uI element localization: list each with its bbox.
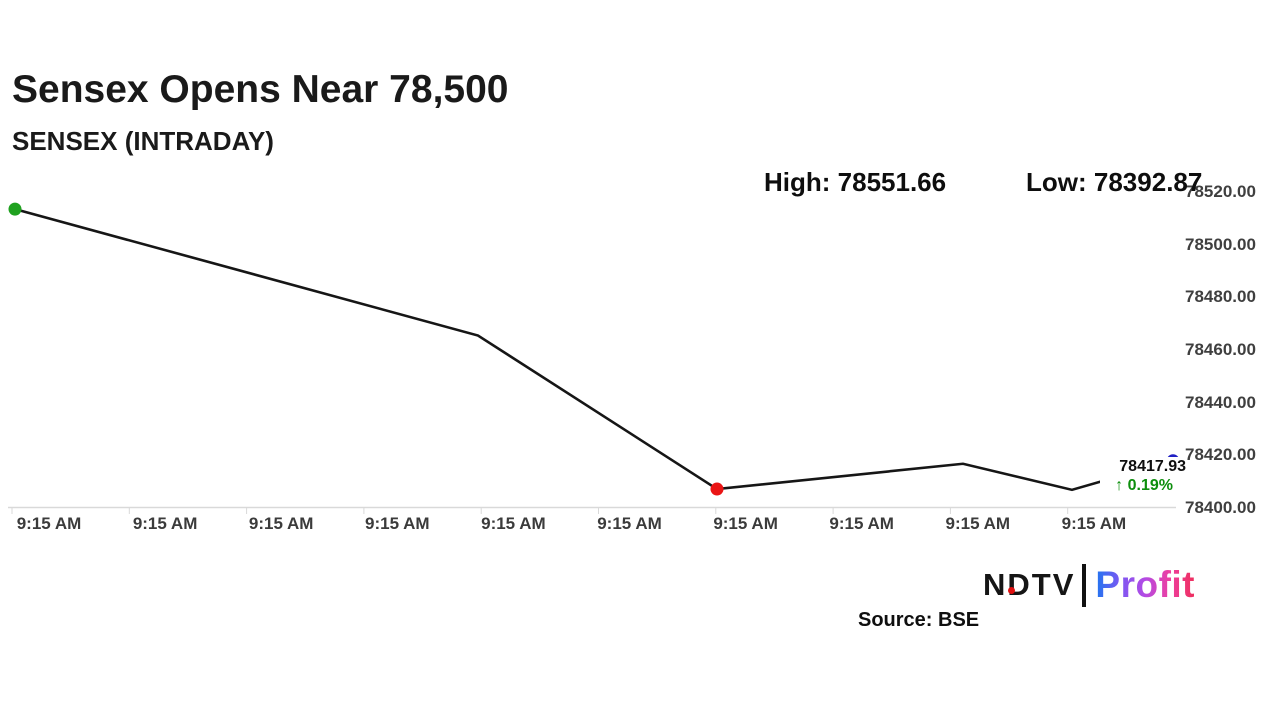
x-axis-tick-label: 9:15 AM [1061, 514, 1127, 533]
y-axis-tick-label: 78460.00 [1185, 340, 1256, 359]
y-axis-tick-label: 78400.00 [1185, 498, 1256, 517]
x-axis-tick-label: 9:15 AM [16, 514, 82, 533]
price-line [14, 207, 1174, 492]
profit-logo-text: Profit [1095, 564, 1195, 605]
page-title: Sensex Opens Near 78,500 [12, 68, 509, 111]
y-axis-tick-label: 78500.00 [1185, 234, 1256, 254]
open-marker [8, 202, 22, 216]
change-percent: ↑ 0.19% [1100, 476, 1186, 495]
x-axis-tick-label: 9:15 AM [829, 514, 894, 533]
y-axis-tick-label: 78480.00 [1185, 287, 1256, 307]
x-axis-tick-label: 9:15 AM [945, 514, 1011, 533]
change-value: 0.19% [1127, 477, 1173, 494]
x-axis-tick-label: 9:15 AM [597, 514, 662, 533]
y-axis-tick-label: 78520.00 [1185, 182, 1256, 201]
y-axis-tick-label: 78420.00 [1185, 445, 1256, 465]
last-price-label: 78417.93 ↑ 0.19% [1100, 457, 1186, 495]
low-stat: Low: 78392.87 [1026, 167, 1202, 197]
ndtv-red-dot-icon [1008, 587, 1015, 594]
x-axis-tick-label: 9:15 AM [713, 514, 778, 533]
logo-divider [1082, 563, 1087, 607]
high-label: High: [764, 167, 831, 197]
low-value: 78392.87 [1093, 167, 1203, 197]
ndtv-logo-text: NDTV [983, 567, 1076, 602]
low-label: Low: [1026, 167, 1087, 197]
ndtv-profit-logo: NDTV Profit [983, 561, 1195, 609]
source-caption: Source: BSE [858, 609, 980, 631]
x-axis-tick-label: 9:15 AM [481, 514, 546, 533]
y-axis-tick-label: 78440.00 [1185, 392, 1256, 412]
chart-subtitle: SENSEX (INTRADAY) [12, 126, 274, 156]
high-stat: High: 78551.66 [764, 167, 946, 197]
low-point-marker [710, 482, 724, 496]
last-price-value: 78417.93 [1119, 458, 1186, 475]
x-axis-tick-label: 9:15 AM [365, 514, 430, 533]
up-arrow-icon: ↑ [1115, 477, 1124, 494]
x-axis-tick-label: 9:15 AM [248, 514, 314, 533]
high-value: 78551.66 [837, 167, 947, 197]
ndtv-logo: NDTV [983, 568, 1075, 602]
x-axis-tick-label: 9:15 AM [132, 514, 198, 533]
